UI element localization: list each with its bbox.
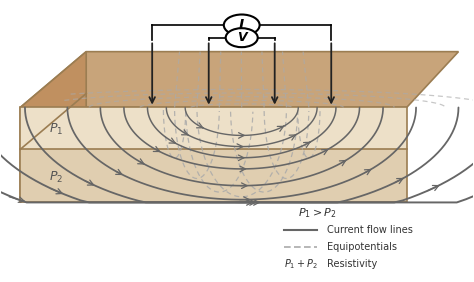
Polygon shape: [20, 107, 407, 149]
Text: Equipotentials: Equipotentials: [327, 242, 397, 252]
Polygon shape: [20, 149, 407, 202]
Polygon shape: [20, 52, 86, 202]
Text: Resistivity: Resistivity: [327, 259, 377, 269]
Text: $P_1 + P_2$: $P_1 + P_2$: [284, 257, 318, 271]
Text: Current flow lines: Current flow lines: [327, 225, 412, 235]
Text: I: I: [239, 18, 244, 32]
Text: $P_1 > P_2$: $P_1 > P_2$: [298, 207, 337, 221]
Text: $P_1$: $P_1$: [48, 122, 63, 137]
Text: V: V: [237, 31, 246, 44]
Circle shape: [226, 28, 258, 47]
Text: $P_2$: $P_2$: [48, 170, 63, 185]
Circle shape: [224, 14, 260, 36]
Polygon shape: [20, 52, 458, 107]
